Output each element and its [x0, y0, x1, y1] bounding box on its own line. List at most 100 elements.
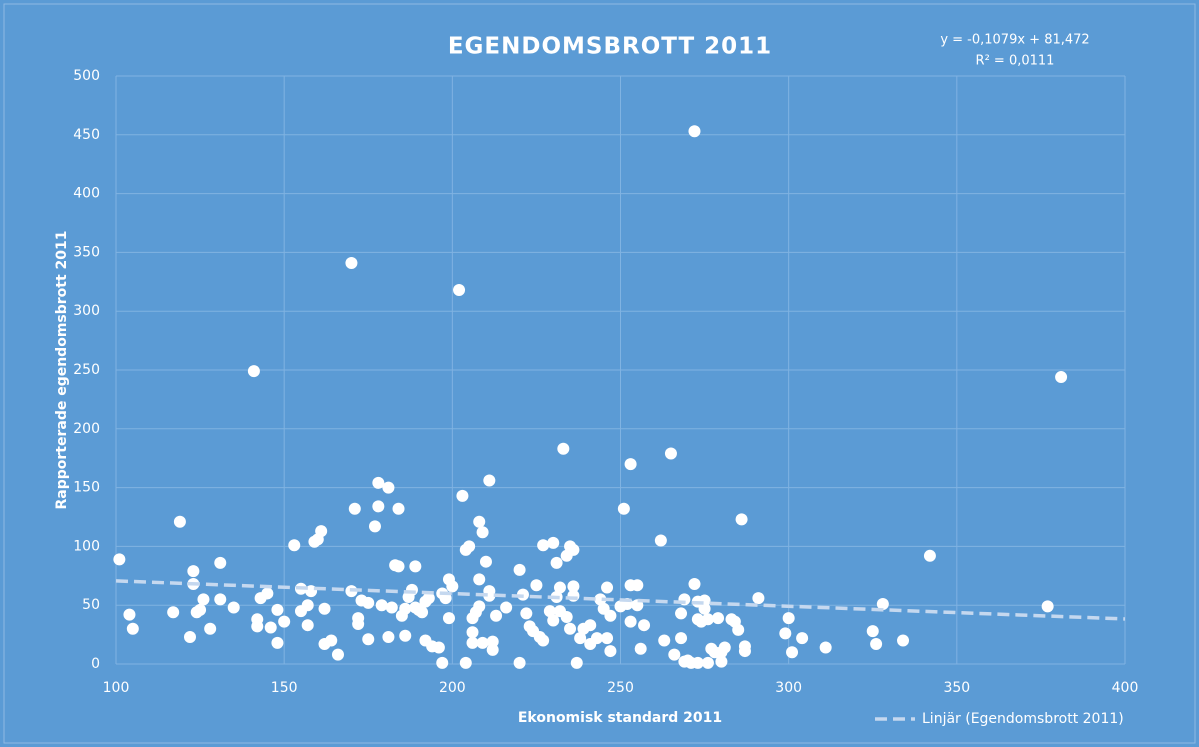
point: [459, 656, 472, 669]
point: [187, 565, 200, 578]
point: [416, 606, 429, 619]
point: [473, 515, 486, 528]
point: [352, 612, 365, 625]
trend-equation: y = -0,1079x + 81,472: [940, 33, 1089, 48]
point: [325, 634, 338, 647]
point: [738, 645, 751, 658]
point: [247, 365, 260, 378]
point: [631, 579, 644, 592]
point: [368, 520, 381, 533]
point: [194, 603, 207, 616]
point: [473, 573, 486, 586]
point: [870, 638, 883, 651]
point: [624, 615, 637, 628]
x-tick-label: 100: [103, 680, 130, 696]
point: [483, 474, 496, 487]
trend-r2: R² = 0,0111: [976, 54, 1055, 69]
point: [486, 643, 499, 656]
point: [476, 526, 489, 539]
point: [624, 458, 637, 471]
point: [348, 502, 361, 515]
point: [634, 642, 647, 655]
point: [1055, 371, 1068, 384]
point: [251, 620, 264, 633]
point: [466, 626, 479, 639]
point: [698, 602, 711, 615]
point: [278, 615, 291, 628]
y-tick-label: 50: [82, 597, 100, 613]
point: [173, 515, 186, 528]
point: [638, 619, 651, 632]
point: [564, 622, 577, 635]
point: [167, 606, 180, 619]
point: [604, 645, 617, 658]
trendline: [115, 579, 1126, 621]
point: [214, 593, 227, 606]
point: [261, 587, 274, 600]
point: [385, 601, 398, 614]
point: [271, 603, 284, 616]
point: [735, 513, 748, 526]
point: [463, 540, 476, 553]
point: [446, 580, 459, 593]
point: [537, 634, 550, 647]
point: [590, 632, 603, 645]
point: [923, 549, 936, 562]
point: [543, 605, 556, 618]
point: [362, 633, 375, 646]
point: [513, 656, 526, 669]
point: [126, 622, 139, 635]
point: [288, 539, 301, 552]
y-tick-label: 450: [73, 127, 100, 143]
point: [372, 476, 385, 489]
x-tick-label: 150: [271, 680, 298, 696]
y-tick-label: 350: [73, 244, 100, 260]
point: [399, 602, 412, 615]
x-tick-label: 350: [943, 680, 970, 696]
point: [399, 629, 412, 642]
point: [782, 612, 795, 625]
point: [345, 256, 358, 269]
point: [594, 593, 607, 606]
point: [779, 627, 792, 640]
point: [301, 619, 314, 632]
point: [183, 630, 196, 643]
point: [227, 601, 240, 614]
x-tick-label: 400: [1112, 680, 1139, 696]
point: [547, 614, 560, 627]
point: [301, 599, 314, 612]
point: [654, 534, 667, 547]
point: [701, 656, 714, 669]
point: [553, 581, 566, 594]
point: [617, 502, 630, 515]
point: [688, 125, 701, 138]
point: [584, 619, 597, 632]
point: [897, 634, 910, 647]
point: [382, 481, 395, 494]
frame: [3, 3, 1196, 744]
point: [476, 636, 489, 649]
point: [362, 596, 375, 609]
point: [570, 656, 583, 669]
point: [436, 656, 449, 669]
point: [567, 543, 580, 556]
point: [123, 608, 136, 621]
point: [214, 556, 227, 569]
point: [486, 635, 499, 648]
point: [264, 621, 277, 634]
point: [732, 623, 745, 636]
point: [500, 601, 513, 614]
chart-title: EGENDOMSBROTT 2011: [448, 34, 772, 60]
x-tick-label: 300: [775, 680, 802, 696]
point: [473, 600, 486, 613]
point: [432, 641, 445, 654]
point: [204, 622, 217, 635]
point: [550, 556, 563, 569]
y-tick-label: 300: [73, 303, 100, 319]
point: [456, 489, 469, 502]
point: [712, 612, 725, 625]
point: [537, 539, 550, 552]
point: [601, 581, 614, 594]
y-tick-label: 500: [73, 68, 100, 84]
